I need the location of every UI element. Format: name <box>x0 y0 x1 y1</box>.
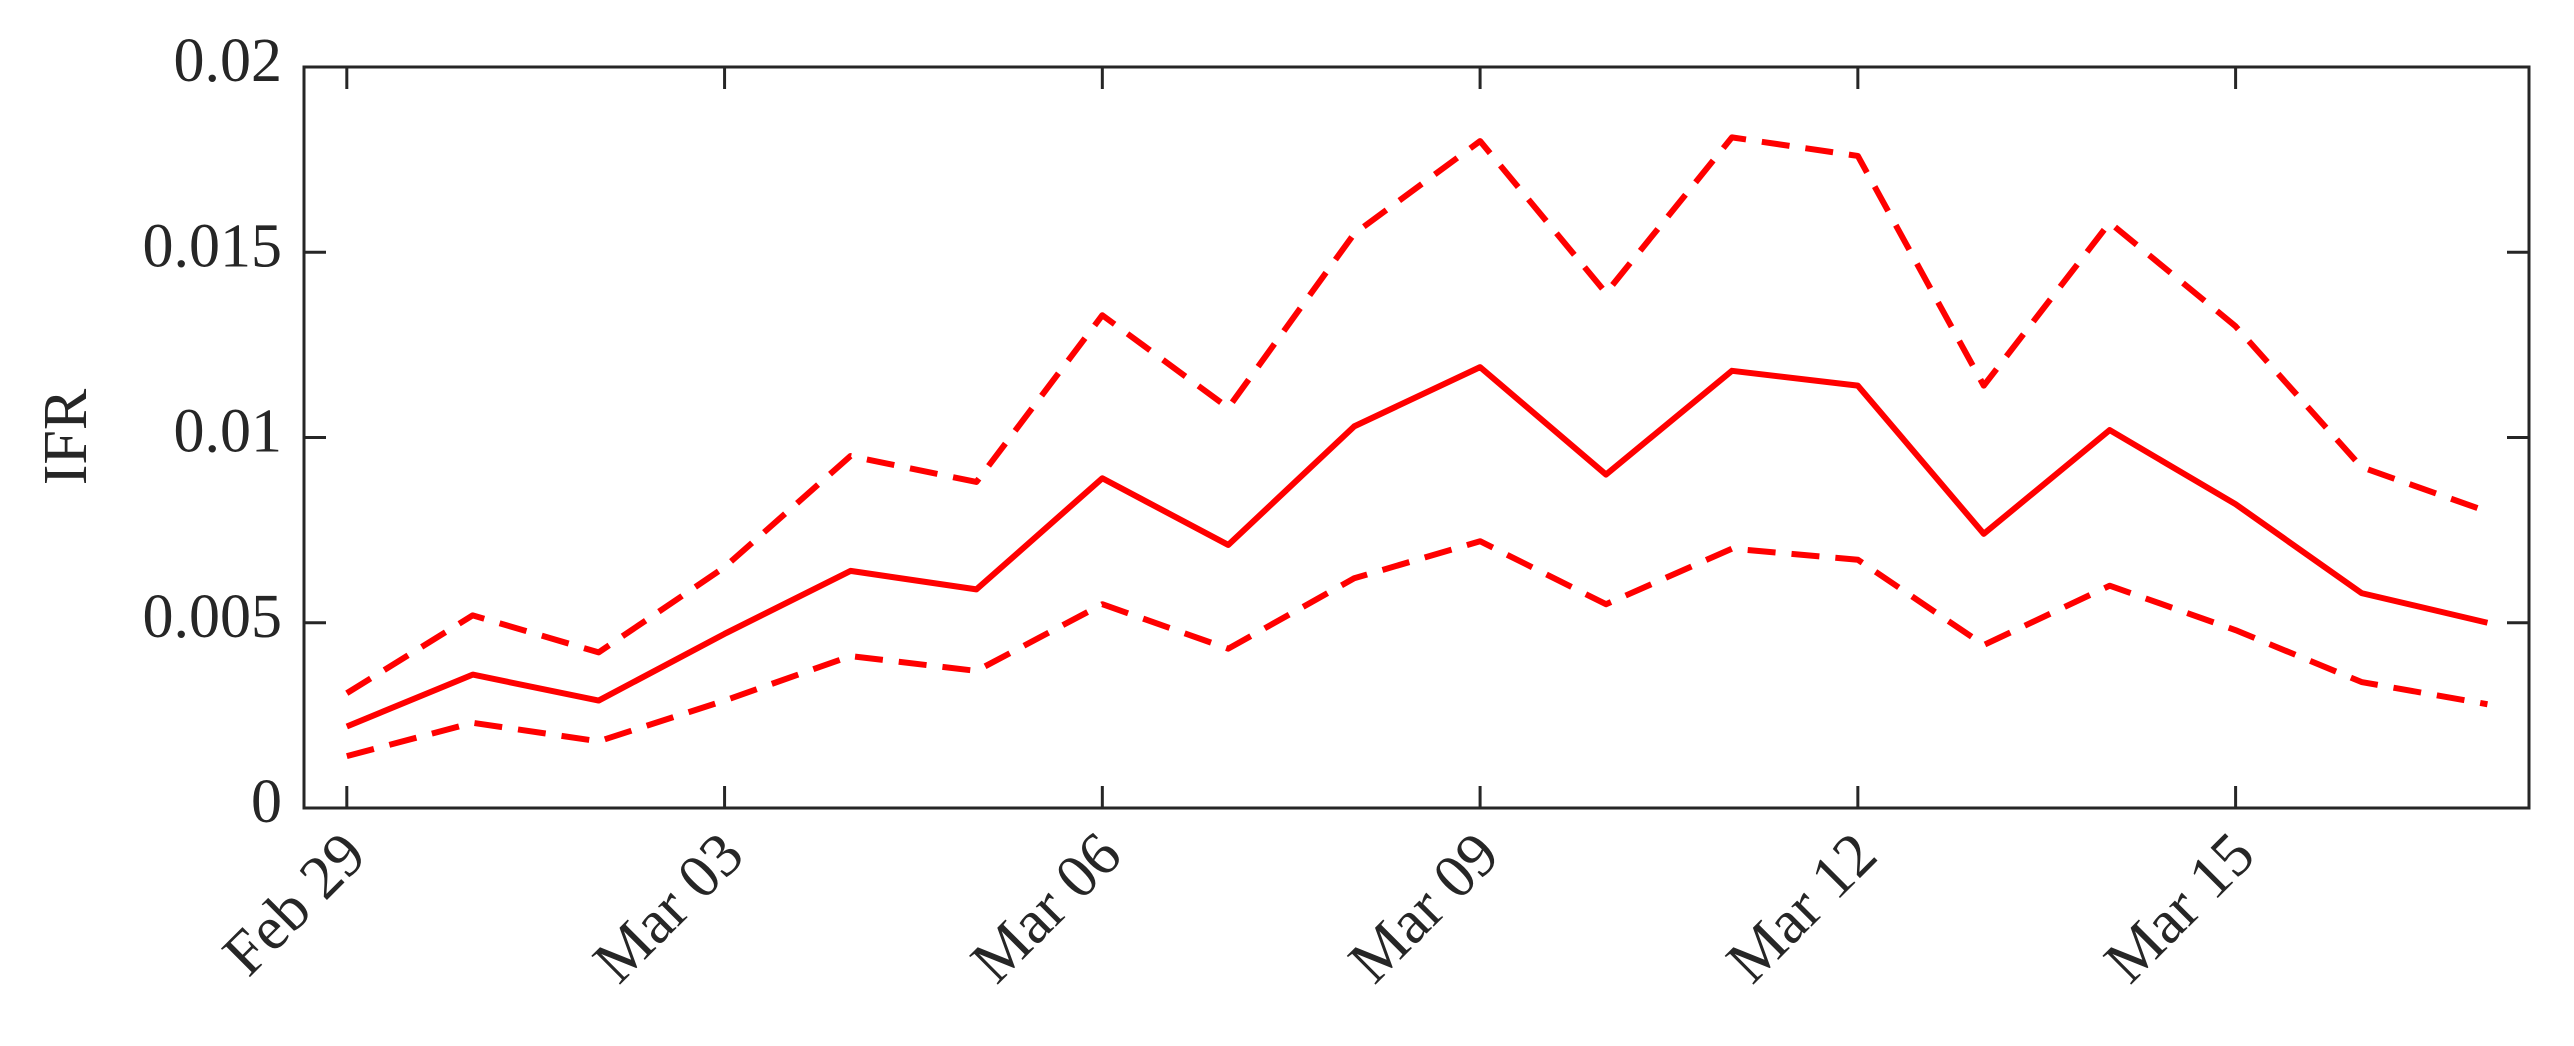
y-tick-label: 0.01 <box>174 398 283 466</box>
series-line <box>345 364 2489 730</box>
x-tick-label: Mar 15 <box>2092 820 2268 996</box>
y-tick-label: 0.015 <box>143 212 283 280</box>
x-tick-label: Mar 09 <box>1336 820 1512 996</box>
y-tick-label: 0.02 <box>174 27 283 95</box>
plot-frame <box>302 65 2531 810</box>
x-tick-label: Mar 03 <box>581 820 757 996</box>
x-tick-label: Mar 06 <box>958 820 1134 996</box>
y-tick-label: 0.005 <box>143 583 283 651</box>
x-tick-label: Mar 12 <box>1714 820 1890 996</box>
y-axis-label: IFR <box>32 388 100 485</box>
series-line <box>346 538 2488 760</box>
y-tick-label: 0 <box>251 768 282 836</box>
x-tick-label: Feb 29 <box>210 820 379 989</box>
series-line <box>345 134 2489 696</box>
